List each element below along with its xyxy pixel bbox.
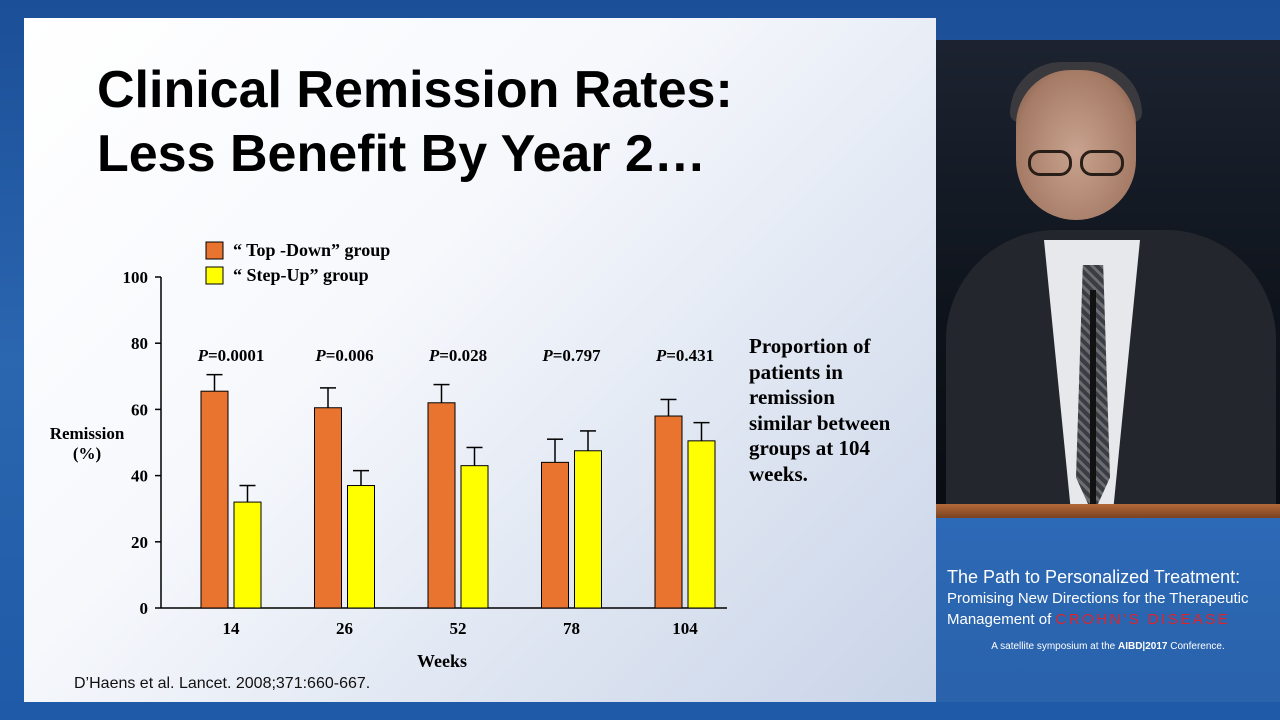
y-tick-label-0: 0 xyxy=(140,599,149,618)
symposium-management-text: Management of xyxy=(947,611,1052,628)
x-axis-label: Weeks xyxy=(417,651,467,671)
bar-0-week-52 xyxy=(427,402,456,609)
slide-title-line2: Less Benefit By Year 2… xyxy=(97,125,706,183)
symposium-subtitle-line2: Management of CROHN’S DISEASE xyxy=(947,611,1230,628)
conference-prefix: A satellite symposium at the xyxy=(991,641,1118,652)
y-tick-label-40: 40 xyxy=(131,467,148,486)
x-tick-label-26: 26 xyxy=(336,619,353,638)
symposium-banner: The Path to Personalized Treatment: Prom… xyxy=(936,518,1280,702)
y-tick-label-100: 100 xyxy=(123,268,149,287)
chart-bars xyxy=(200,373,716,609)
presentation-slide: Clinical Remission Rates: Less Benefit B… xyxy=(24,18,936,702)
microphone xyxy=(1090,290,1096,510)
crohns-disease-text: CROHN’S DISEASE xyxy=(1055,611,1231,628)
x-tick-label-104: 104 xyxy=(672,619,698,638)
y-tick-label-60: 60 xyxy=(131,400,148,419)
citation: D’Haens et al. Lancet. 2008;371:660-667. xyxy=(74,675,371,692)
p-symbol: P xyxy=(541,346,553,365)
p-value-number: =0.431 xyxy=(666,346,714,365)
y-tick-label-80: 80 xyxy=(131,334,148,353)
p-value-number: =0.797 xyxy=(553,346,601,365)
p-value-number: =0.028 xyxy=(439,346,487,365)
chart-legend: “ Top -Down” group “ Step-Up” group xyxy=(205,240,390,285)
symposium-subtitle-line1: Promising New Directions for the Therape… xyxy=(947,590,1249,607)
chart-labels: 14P=0.000126P=0.00652P=0.02878P=0.797104… xyxy=(197,346,715,638)
p-value-week-52: P=0.028 xyxy=(428,346,487,365)
podium-edge xyxy=(936,504,1280,518)
conference-name: AIBD|2017 xyxy=(1117,641,1168,652)
p-symbol: P xyxy=(197,346,209,365)
p-value-week-26: P=0.006 xyxy=(314,346,373,365)
legend-swatch-1 xyxy=(205,266,224,285)
bar-0-week-78 xyxy=(541,461,569,609)
symposium-title: The Path to Personalized Treatment: xyxy=(947,567,1241,587)
p-value-number: =0.0001 xyxy=(208,346,264,365)
y-axis-label-line1: Remission xyxy=(50,424,125,443)
bar-1-week-52 xyxy=(460,465,489,609)
bar-1-week-78 xyxy=(574,450,602,609)
speaker-glasses xyxy=(1024,150,1128,176)
bar-0-week-14 xyxy=(200,390,229,609)
speaker-video xyxy=(936,40,1280,510)
y-tick-label-20: 20 xyxy=(131,533,148,552)
bar-0-week-104 xyxy=(654,415,683,609)
p-value-week-14: P=0.0001 xyxy=(197,346,265,365)
p-value-week-104: P=0.431 xyxy=(655,346,714,365)
legend-swatch-0 xyxy=(205,241,224,260)
y-axis-label-line2: (%) xyxy=(73,444,101,463)
bar-1-week-104 xyxy=(687,440,716,609)
p-value-week-78: P=0.797 xyxy=(541,346,601,365)
slide-title-line1: Clinical Remission Rates: xyxy=(97,61,733,119)
bar-1-week-14 xyxy=(233,501,262,609)
x-tick-label-14: 14 xyxy=(223,619,241,638)
remission-bar-chart: “ Top -Down” group “ Step-Up” group 0 20 40… xyxy=(50,240,727,671)
p-value-number: =0.006 xyxy=(326,346,374,365)
slide-title: Clinical Remission Rates: Less Benefit B… xyxy=(97,58,897,186)
speaker-face xyxy=(1016,70,1136,220)
bar-1-week-26 xyxy=(347,485,375,609)
bar-0-week-26 xyxy=(314,407,342,609)
x-tick-label-78: 78 xyxy=(563,619,580,638)
conference-suffix: Conference. xyxy=(1167,641,1225,652)
side-note: Proportion of patients in remission simi… xyxy=(749,334,891,486)
p-symbol: P xyxy=(428,346,440,365)
chart-axes: 0 20 40 60 80 100 Remission(%) Weeks xyxy=(50,268,727,671)
legend-label-1: “ Step-Up” group xyxy=(233,265,369,285)
p-symbol: P xyxy=(314,346,326,365)
p-symbol: P xyxy=(655,346,667,365)
symposium-conference-note: A satellite symposium at the AIBD|2017 C… xyxy=(936,641,1280,652)
x-tick-label-52: 52 xyxy=(450,619,467,638)
legend-label-0: “ Top -Down” group xyxy=(233,240,390,260)
